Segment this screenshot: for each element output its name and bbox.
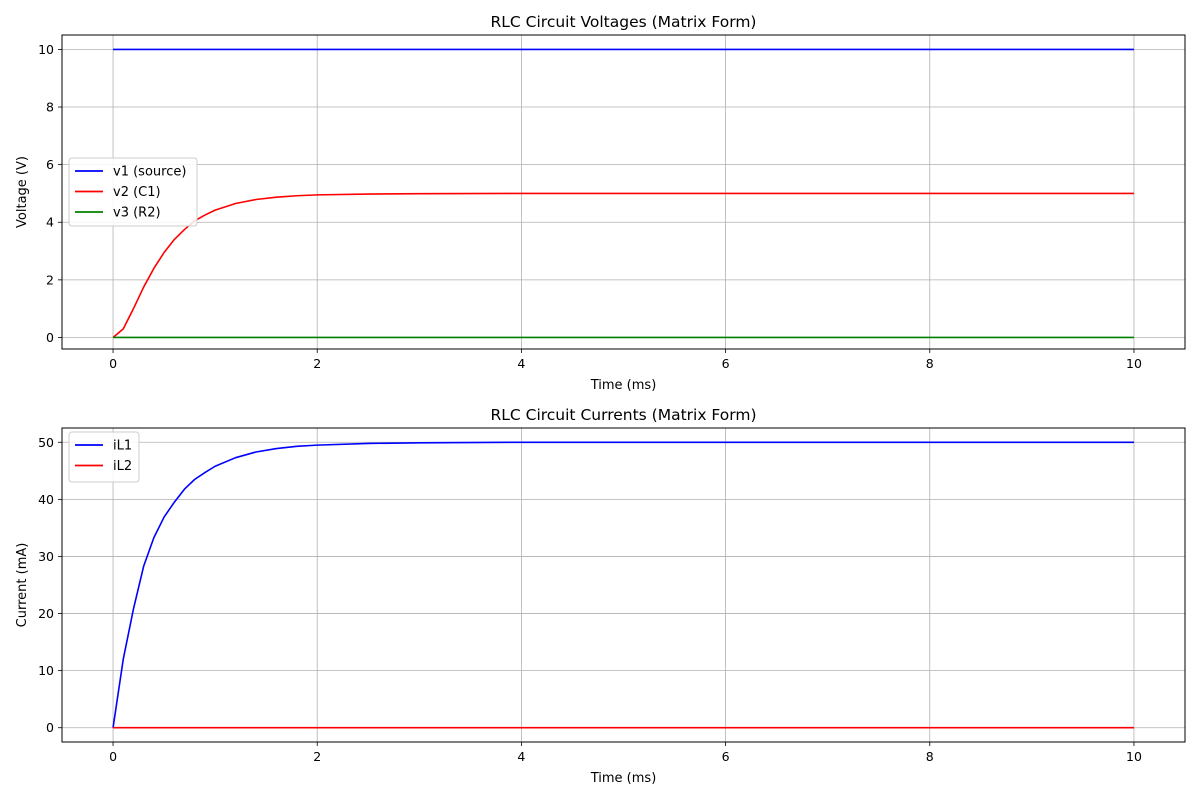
currents-y-tick-label: 0	[46, 720, 54, 735]
voltages-legend-box	[68, 157, 198, 227]
currents-x-axis-label: Time (ms)	[590, 771, 657, 786]
currents-series-group	[112, 441, 1134, 729]
voltages-plot-frame	[61, 34, 1186, 350]
voltages-x-tick-label: 4	[517, 356, 525, 371]
voltages-series-group	[112, 48, 1134, 339]
currents-y-tick-label: 30	[38, 549, 54, 564]
voltages-y-axis-label: Voltage (V)	[15, 156, 30, 228]
currents-x-tick-label: 8	[926, 749, 934, 764]
currents-x-tick-label: 6	[722, 749, 730, 764]
voltages-y-tick-label: 4	[46, 215, 54, 230]
currents-y-tick-label: 20	[38, 606, 54, 621]
currents-series-il1-line	[112, 441, 1134, 728]
voltages-y-tick-label: 0	[46, 330, 54, 345]
voltages-y-tick-label: 8	[46, 100, 54, 115]
voltages-y-tick-label: 10	[38, 42, 54, 57]
currents-chart: 0 2 4 6 8 10 0 10 20 30 40 50 RLC Circuit Currents (…	[15, 406, 1186, 786]
currents-chart-title: RLC Circuit Currents (Matrix Form)	[490, 406, 756, 424]
voltages-legend-label: v1 (source)	[113, 165, 186, 180]
currents-x-tick-label: 4	[517, 749, 525, 764]
voltages-legend-label: v3 (R2)	[113, 206, 161, 221]
voltages-series-v2-c1-line	[112, 192, 1134, 339]
currents-plot-frame	[61, 427, 1186, 743]
currents-legend-label: iL2	[113, 459, 132, 474]
voltages-y-tick-label: 6	[46, 157, 54, 172]
voltages-chart-title: RLC Circuit Voltages (Matrix Form)	[491, 13, 757, 31]
voltages-x-tick-label: 0	[109, 356, 117, 371]
voltages-x-tick-label: 2	[313, 356, 321, 371]
currents-legend-label: iL1	[113, 439, 132, 454]
currents-x-tick-label: 0	[109, 749, 117, 764]
voltages-x-axis-label: Time (ms)	[590, 378, 657, 393]
currents-y-tick-label: 40	[38, 492, 54, 507]
voltages-chart: 0 2 4 6 8 10 0 2 4 6 8 10 RLC Circuit Voltages (Matr…	[15, 13, 1186, 393]
currents-y-axis-label: Current (mA)	[15, 543, 30, 628]
voltages-x-tick-label: 8	[926, 356, 934, 371]
voltages-legend-label: v2 (C1)	[113, 185, 161, 200]
currents-x-tick-label: 10	[1126, 749, 1142, 764]
currents-y-tick-label: 10	[38, 663, 54, 678]
currents-x-tick-label: 2	[313, 749, 321, 764]
voltages-x-tick-label: 10	[1126, 356, 1142, 371]
voltages-legend: v1 (source) v2 (C1) v3 (R2)	[68, 157, 198, 227]
voltages-x-tick-label: 6	[722, 356, 730, 371]
currents-y-tick-label: 50	[38, 435, 54, 450]
voltages-y-tick-label: 2	[46, 272, 54, 287]
